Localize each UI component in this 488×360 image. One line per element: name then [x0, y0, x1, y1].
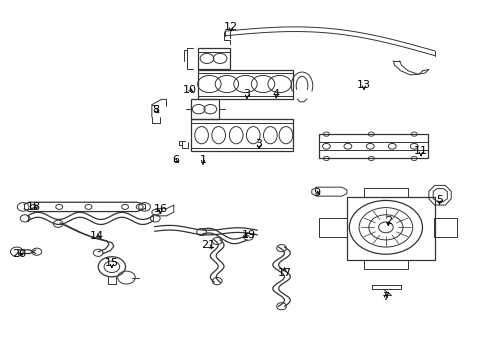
Text: 2: 2 — [384, 216, 391, 226]
Bar — [198, 48, 229, 69]
Text: 20: 20 — [12, 248, 26, 258]
Text: 18: 18 — [27, 202, 41, 212]
Text: 6: 6 — [171, 155, 179, 165]
Bar — [346, 197, 434, 260]
Text: 5: 5 — [435, 195, 442, 205]
Bar — [318, 134, 427, 158]
Text: 9: 9 — [312, 188, 320, 198]
Text: 21: 21 — [201, 240, 215, 250]
Text: 7: 7 — [382, 292, 388, 302]
Text: 17: 17 — [277, 267, 291, 278]
Text: 8: 8 — [152, 105, 159, 115]
Text: 19: 19 — [241, 230, 255, 239]
Text: 3: 3 — [255, 139, 262, 149]
Text: 11: 11 — [413, 146, 427, 156]
Bar — [433, 218, 456, 237]
Text: 14: 14 — [90, 231, 104, 240]
Bar — [363, 260, 407, 269]
Text: 10: 10 — [183, 85, 197, 95]
Text: 4: 4 — [272, 89, 279, 99]
Bar — [363, 188, 407, 197]
Bar — [190, 99, 219, 119]
Text: 12: 12 — [224, 22, 238, 32]
Text: 13: 13 — [356, 80, 370, 90]
Bar — [198, 70, 293, 99]
Text: 1: 1 — [199, 155, 206, 165]
Text: 3: 3 — [243, 89, 250, 99]
Text: 15: 15 — [104, 258, 119, 268]
Text: 16: 16 — [153, 204, 167, 215]
Bar — [318, 218, 346, 237]
Bar — [190, 119, 293, 151]
